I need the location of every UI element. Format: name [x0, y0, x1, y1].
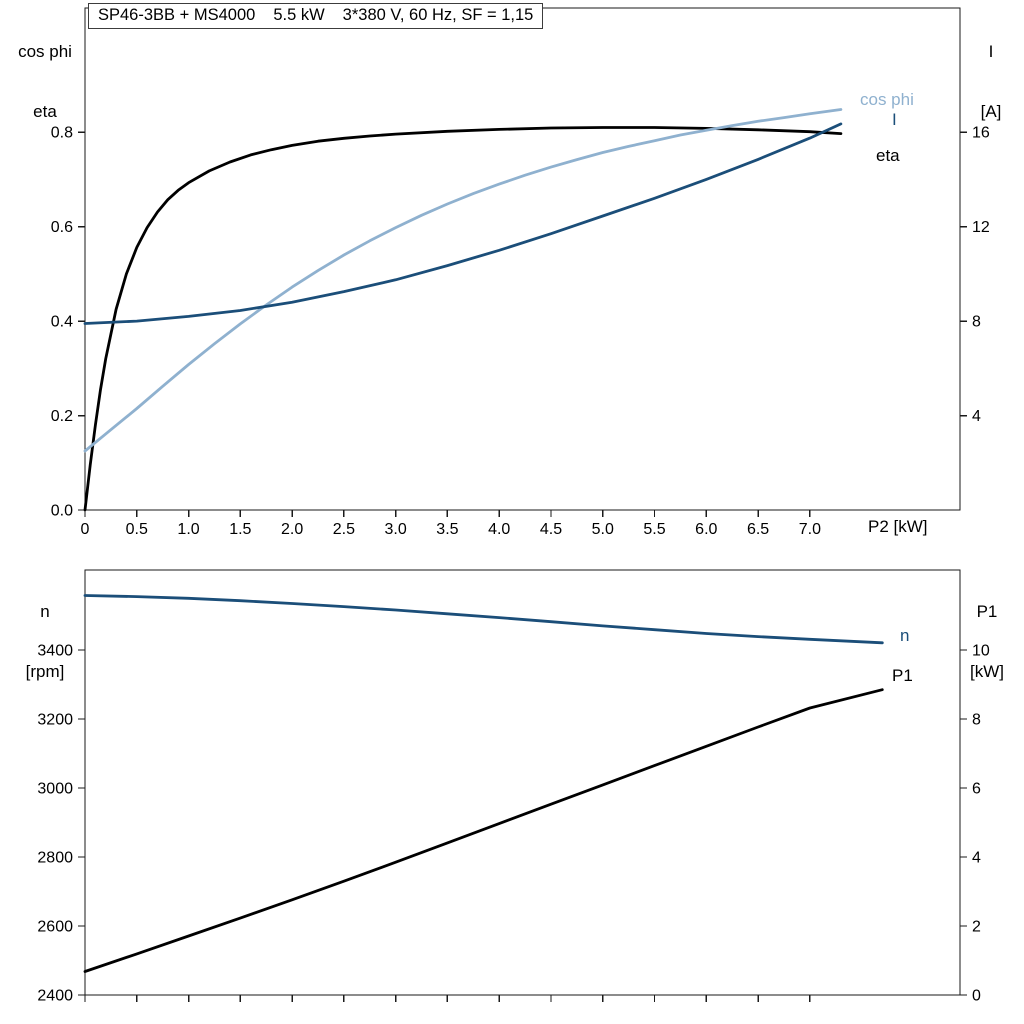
- left-tick-label: 0.4: [51, 314, 73, 331]
- right-tick-label: 10: [972, 643, 990, 660]
- right-tick-label: 2: [972, 919, 981, 936]
- top-right-axis-title: I [A]: [962, 2, 1020, 162]
- left-tick-label: 0.2: [51, 408, 73, 425]
- p1-axis-line2: [kW]: [970, 662, 1004, 681]
- left-tick-label: 0.8: [51, 125, 73, 142]
- right-axis-line1: I: [988, 42, 994, 61]
- x-tick-label: 5.0: [592, 521, 614, 538]
- x-tick-label: 0.5: [126, 521, 148, 538]
- curve-label-p1: P1: [892, 666, 913, 685]
- n-axis-line2: [rpm]: [25, 662, 65, 681]
- bottom-right-axis-title: P1 [kW]: [954, 562, 1020, 722]
- curve-i: [83, 122, 843, 325]
- curve-label-eta: eta: [876, 146, 900, 165]
- curve-n: [83, 594, 884, 645]
- right-tick-label: 4: [972, 850, 981, 867]
- curve-label-cos-phi: cos phi: [860, 90, 914, 109]
- n-axis-line1: n: [40, 602, 50, 621]
- right-tick-label: 16: [972, 125, 990, 142]
- x-tick-label: 1.0: [177, 521, 199, 538]
- right-axis-line2: [A]: [980, 102, 1002, 121]
- x-tick-label: 4.0: [488, 521, 510, 538]
- x-tick-label: 2.0: [281, 521, 303, 538]
- curve-cos-phi: [83, 108, 843, 453]
- title-power: 5.5 kW: [273, 6, 325, 24]
- right-tick-label: 6: [972, 781, 981, 798]
- left-tick-label: 3400: [37, 643, 73, 660]
- bottom-left-axis-title: n [rpm]: [6, 562, 84, 722]
- right-tick-label: 0: [972, 988, 981, 1005]
- left-tick-label: 3200: [37, 712, 73, 729]
- x-tick-label: 7.0: [799, 521, 821, 538]
- left-tick-label: 2600: [37, 919, 73, 936]
- chart-1: 2400 2600 2800 3000 3200 3400 0 2 4 6 8 10: [37, 569, 990, 1005]
- title-voltage: 3*380 V, 60 Hz, SF = 1,15: [342, 6, 534, 24]
- plot-frame: [84, 569, 961, 996]
- title-model: SP46-3BB + MS4000: [98, 6, 256, 24]
- right-tick-label: 8: [972, 712, 981, 729]
- chart-0: 0 0.5 1.0 1.5 2.0 2.5 3.0 3.5 4.0 4.5 5.0 5.5 6.0 6.5…: [51, 7, 990, 538]
- left-axis-line2: eta: [33, 102, 57, 121]
- x-tick-label: 4.5: [540, 521, 562, 538]
- left-tick-label: 0.0: [51, 503, 73, 520]
- x-tick-label: 2.5: [333, 521, 355, 538]
- top-left-axis-title: cos phi eta: [6, 2, 84, 162]
- x-tick-label: 6.0: [695, 521, 717, 538]
- chart-title-box: SP46-3BB + MS4000 5.5 kW 3*380 V, 60 Hz,…: [88, 3, 544, 29]
- curve-label-current: I: [892, 110, 897, 129]
- left-tick-label: 3000: [37, 781, 73, 798]
- curve-p1: [83, 688, 884, 973]
- p1-axis-line1: P1: [976, 602, 998, 621]
- x-tick-label: 1.5: [229, 521, 251, 538]
- left-tick-label: 2800: [37, 850, 73, 867]
- x-tick-label: 6.5: [747, 521, 769, 538]
- plot-frame: [84, 7, 961, 511]
- x-tick-label: 3.5: [436, 521, 458, 538]
- x-tick-label: 0: [81, 521, 90, 538]
- x-tick-label: 3.0: [385, 521, 407, 538]
- curve-label-speed: n: [900, 626, 910, 645]
- curve-eta: [83, 126, 843, 512]
- left-axis-line1: cos phi: [18, 42, 72, 61]
- left-tick-label: 0.6: [51, 219, 73, 236]
- left-tick-label: 2400: [37, 988, 73, 1005]
- x-tick-label: 5.5: [643, 521, 665, 538]
- right-tick-label: 8: [972, 314, 981, 331]
- right-tick-label: 12: [972, 219, 990, 236]
- right-tick-label: 4: [972, 408, 981, 425]
- x-axis-label: P2 [kW]: [868, 517, 928, 536]
